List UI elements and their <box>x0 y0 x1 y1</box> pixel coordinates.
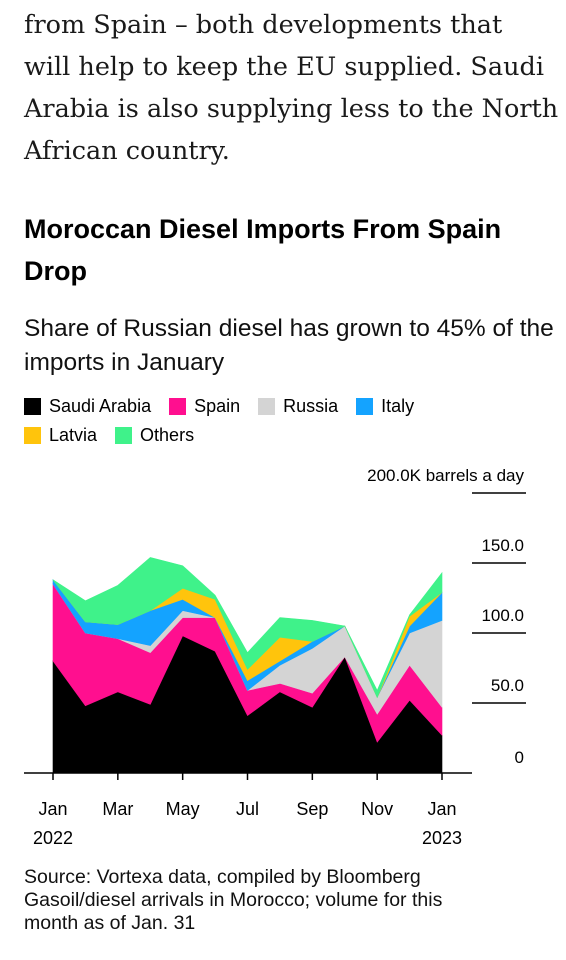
article-line: Arabia is also supplying less to the Nor… <box>24 94 559 124</box>
legend-label: Latvia <box>49 425 98 445</box>
x-tick-label: Jan <box>38 799 67 819</box>
series-area-others <box>52 557 443 699</box>
x-tick-label: Sep <box>296 799 328 819</box>
legend-item-saudi-arabia: Saudi Arabia <box>24 392 151 421</box>
legend-swatch <box>258 398 276 415</box>
legend-label: Others <box>140 425 195 445</box>
legend-swatch <box>169 398 187 415</box>
article-paragraph: from Spain – both developments that will… <box>24 4 559 172</box>
legend-label: Spain <box>194 396 241 416</box>
y-tick-label: 150.0 <box>481 536 524 555</box>
y-tick-label: 100.0 <box>481 606 524 625</box>
legend-item-latvia: Latvia <box>24 421 97 450</box>
chart-subtitle: Share of Russian diesel has grown to 45%… <box>24 315 554 376</box>
x-tick-label: Jan <box>427 799 456 819</box>
legend-label: Italy <box>381 396 415 416</box>
x-tick-label: Nov <box>361 799 393 819</box>
legend-item-spain: Spain <box>169 392 240 421</box>
legend-label: Saudi Arabia <box>49 396 152 416</box>
legend-item-russia: Russia <box>258 392 338 421</box>
legend-item-italy: Italy <box>356 392 414 421</box>
legend-swatch <box>24 398 41 415</box>
legend-swatch <box>115 427 133 444</box>
legend-swatch <box>356 398 374 415</box>
chart-legend: Saudi Arabia Spain Russia Italy Latvia Others <box>24 392 494 450</box>
source-line: month as of Jan. 31 <box>24 912 196 934</box>
source-line: Source: Vortexa data, compiled by Bloomb… <box>24 866 421 888</box>
y-tick-label: 200.0K barrels a day <box>367 466 524 485</box>
legend-item-others: Others <box>115 421 194 450</box>
source-line: Gasoil/diesel arrivals in Morocco; volum… <box>24 889 443 911</box>
article-line: African country. <box>24 136 230 166</box>
x-tick-label: Mar <box>102 799 133 819</box>
article-line: from Spain – both developments that <box>24 10 503 40</box>
x-tick-sublabel: 2023 <box>422 828 462 848</box>
y-tick-label: 50.0 <box>491 676 524 695</box>
stacked-area-chart: 0 50.0 100.0 150.0 200.0K barrels a day Jan 20… <box>24 466 526 848</box>
chart-title: Moroccan Diesel Imports From Spain Drop <box>24 214 502 286</box>
x-tick-sublabel: 2022 <box>33 828 73 848</box>
article-line: will help to keep the EU supplied. Saudi <box>24 52 545 82</box>
x-tick-label: Jul <box>236 799 259 819</box>
x-tick-label: May <box>166 799 200 819</box>
legend-swatch <box>24 427 41 444</box>
chart-source-note: Source: Vortexa data, compiled by Bloomb… <box>24 866 554 935</box>
y-tick-label: 0 <box>515 748 524 767</box>
legend-label: Russia <box>283 396 339 416</box>
